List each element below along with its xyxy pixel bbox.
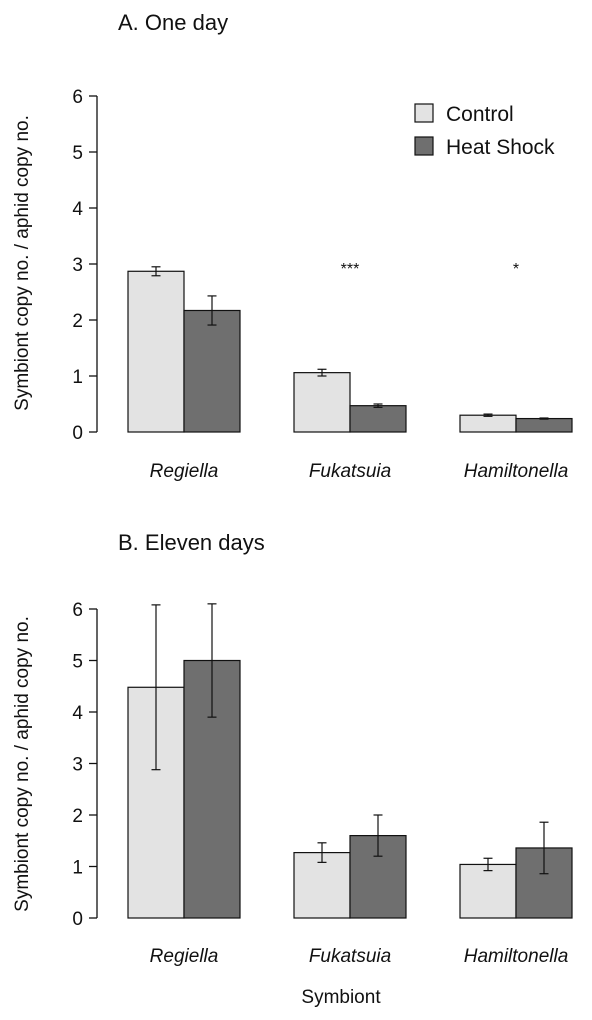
panel-a-y-tick-label-6: 6 xyxy=(72,87,83,108)
panel-b-bar-hamiltonella-control xyxy=(459,863,517,919)
panel-a-y-axis-label: Symbiont copy no. / aphid copy no. xyxy=(12,115,33,411)
panel-a-y-tick-label-3: 3 xyxy=(72,255,83,276)
panel-a-y-tick-label-1: 1 xyxy=(72,367,83,388)
panel-b-y-tick-label-1: 1 xyxy=(72,858,83,879)
panel-b-y-tick-label-0: 0 xyxy=(72,909,83,930)
panel-b-y-axis-label: Symbiont copy no. / aphid copy no. xyxy=(12,616,33,912)
legend-swatch-control xyxy=(414,103,434,123)
panel-b: B. Eleven days Symbiont copy no. / aphid… xyxy=(12,530,573,1008)
panel-a: A. One day Symbiont copy no. / aphid cop… xyxy=(12,10,573,482)
panel-b-y-tick-label-3: 3 xyxy=(72,755,83,776)
panel-a-bar-regiella-control xyxy=(127,270,185,433)
panel-a-bar-hamiltonella-control xyxy=(459,414,517,433)
panel-a-y-tick-label-4: 4 xyxy=(72,199,83,220)
panel-a-title: A. One day xyxy=(118,10,228,35)
panel-b-title: B. Eleven days xyxy=(118,530,265,555)
panel-a-plot-area: 0 1 2 3 4 5 6 Regiella Fukatsuia *** Hamiltonella * xyxy=(72,87,573,482)
legend-label-control: Control xyxy=(446,103,514,126)
panel-a-category-label-fukatsuia: Fukatsuia xyxy=(309,461,391,482)
legend-label-heat-shock: Heat Shock xyxy=(446,136,555,159)
panel-a-bar-fukatsuia-control xyxy=(293,372,351,433)
panel-b-bar-fukatsuia-control xyxy=(293,851,351,919)
panel-a-y-tick-label-5: 5 xyxy=(72,143,83,164)
legend-swatch-heat-shock xyxy=(414,136,434,156)
panel-b-y-tick-label-6: 6 xyxy=(72,600,83,621)
panel-a-bar-hamiltonella-heat-shock xyxy=(515,417,573,433)
panel-b-category-label-hamiltonella: Hamiltonella xyxy=(464,946,569,967)
panel-b-x-axis-label: Symbiont xyxy=(301,987,381,1008)
legend: Control Heat Shock xyxy=(414,103,555,159)
panel-a-bar-fukatsuia-heat-shock xyxy=(349,405,407,433)
panel-b-category-label-regiella: Regiella xyxy=(150,946,219,967)
panel-a-y-tick-label-2: 2 xyxy=(72,311,83,332)
panel-a-significance-fukatsuia: *** xyxy=(341,261,360,278)
panel-b-y-tick-label-5: 5 xyxy=(72,652,83,673)
panel-a-significance-hamiltonella: * xyxy=(513,261,519,278)
panel-b-y-tick-label-2: 2 xyxy=(72,806,83,827)
panel-a-category-label-regiella: Regiella xyxy=(150,461,219,482)
panel-a-bar-regiella-heat-shock xyxy=(183,309,241,433)
panel-a-category-label-hamiltonella: Hamiltonella xyxy=(464,461,569,482)
panel-a-y-tick-label-0: 0 xyxy=(72,423,83,444)
panel-b-category-label-fukatsuia: Fukatsuia xyxy=(309,946,391,967)
panel-b-plot-area: 0 1 2 3 4 5 6 Regiella Fukatsuia Hamiltonella xyxy=(72,600,573,967)
panel-b-y-tick-label-4: 4 xyxy=(72,703,83,724)
